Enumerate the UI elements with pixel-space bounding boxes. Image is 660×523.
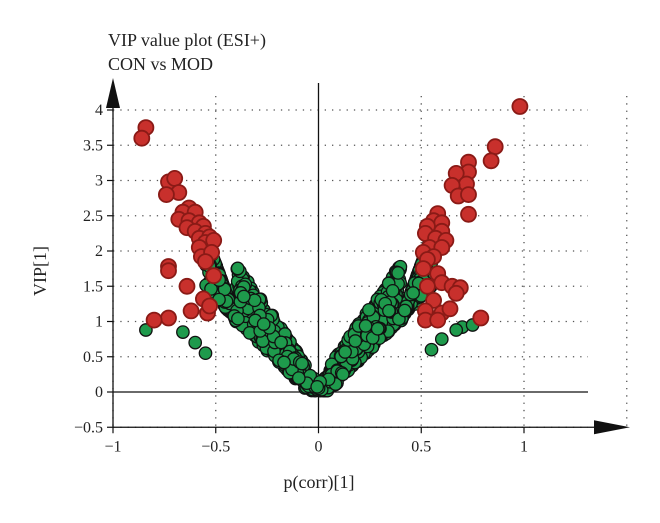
y-axis-arrow [106, 78, 120, 108]
point-significant [414, 260, 432, 278]
point-non-significant [231, 311, 245, 326]
point-non-significant [236, 289, 251, 304]
point-significant [178, 277, 196, 295]
point-significant [197, 253, 214, 271]
axes [106, 78, 630, 435]
y-tick-label: 1.5 [83, 278, 103, 295]
x-tick-label: −0.5 [201, 438, 230, 455]
point-non-significant [385, 283, 400, 298]
y-tick-label: 2.5 [83, 208, 103, 225]
point-non-significant [391, 266, 405, 280]
point-significant [447, 284, 465, 302]
point-non-significant [382, 303, 396, 318]
point-significant [472, 309, 490, 327]
point-non-significant [139, 323, 153, 337]
point-non-significant [358, 319, 373, 333]
point-non-significant [338, 345, 352, 359]
point-non-significant [449, 323, 464, 337]
point-non-significant [230, 261, 245, 276]
point-non-significant [277, 355, 291, 370]
x-axis-arrow [594, 420, 630, 435]
point-non-significant [256, 317, 271, 331]
point-non-significant [291, 371, 306, 385]
y-axis-label: VIP[1] [30, 246, 50, 296]
y-tick-label: 2 [95, 243, 103, 260]
y-tick-label: 1 [95, 314, 103, 331]
x-tick-label: −1 [104, 438, 121, 455]
chart-title: VIP value plot (ESI+) [108, 30, 266, 50]
point-significant [182, 302, 200, 320]
point-non-significant [348, 334, 363, 348]
point-significant [205, 267, 223, 285]
x-axis-label: p(corr)[1] [284, 472, 355, 493]
point-non-significant [370, 321, 385, 336]
y-tick-label: 3 [95, 173, 103, 190]
point-significant [429, 311, 447, 329]
chart-subtitle: CON vs MOD [108, 54, 214, 74]
point-significant [511, 98, 529, 115]
point-non-significant [198, 346, 213, 361]
point-significant [486, 138, 504, 156]
point-significant [160, 262, 177, 280]
significant-points [133, 98, 529, 329]
grid [112, 96, 628, 428]
point-non-significant [274, 335, 288, 350]
point-non-significant [176, 325, 190, 339]
y-tick-label: 3.5 [83, 137, 103, 154]
point-non-significant [310, 379, 325, 394]
point-non-significant [188, 335, 203, 350]
x-tick-label: 0.5 [411, 438, 431, 455]
point-non-significant [397, 303, 412, 318]
point-non-significant [362, 302, 376, 317]
point-non-significant [295, 356, 309, 371]
point-significant [460, 205, 477, 223]
x-tick-label: 0 [315, 438, 323, 455]
point-significant [133, 129, 151, 147]
point-significant [145, 311, 163, 329]
point-significant [460, 186, 477, 204]
point-significant [201, 297, 219, 315]
point-significant [441, 300, 459, 318]
point-non-significant [406, 286, 420, 300]
y-tick-label: 0.5 [83, 349, 103, 366]
point-significant [418, 277, 436, 295]
tick-labels: −1 −0.5 0 0.5 1−0.500.511.522.533.54 [74, 102, 528, 455]
point-significant [482, 152, 500, 170]
y-tick-label: 4 [95, 102, 103, 119]
point-non-significant [434, 332, 449, 346]
point-significant [157, 186, 175, 204]
point-non-significant [424, 342, 439, 357]
point-significant [166, 169, 184, 187]
y-tick-label: −0.5 [74, 419, 103, 436]
point-non-significant [335, 367, 350, 382]
point-significant [160, 309, 177, 327]
y-tick-label: 0 [95, 384, 103, 401]
x-tick-label: 1 [520, 438, 528, 455]
